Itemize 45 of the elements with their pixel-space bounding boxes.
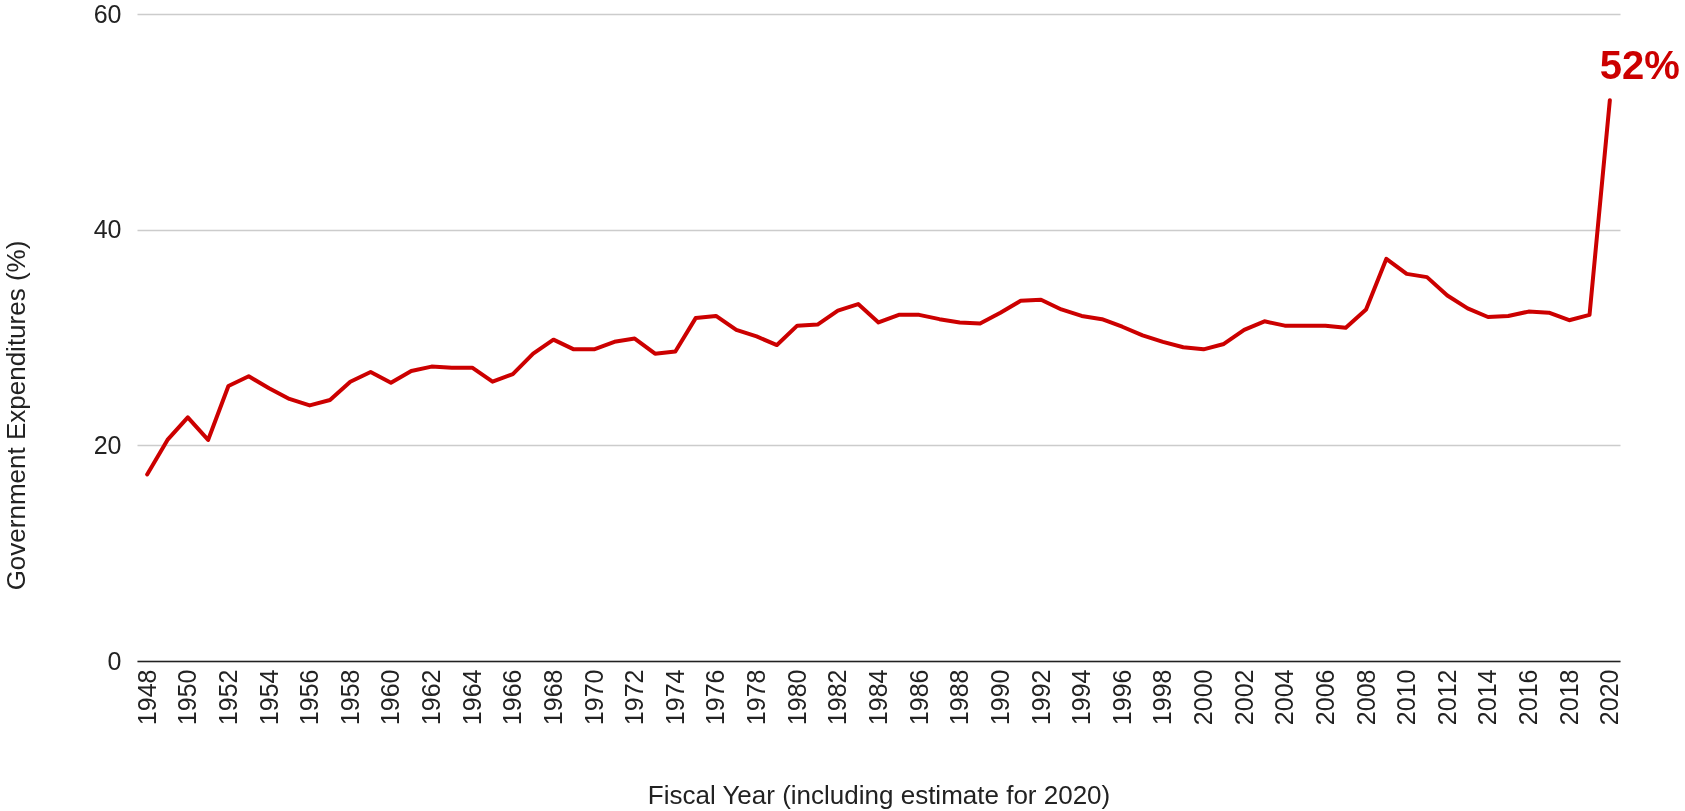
x-tick-label: 1982 (823, 669, 852, 726)
x-tick-label: 1992 (1026, 669, 1055, 726)
x-tick-label: 2012 (1432, 669, 1461, 726)
x-tick-label: 1990 (985, 669, 1014, 726)
x-tick-label: 1976 (701, 669, 730, 726)
x-tick-label: 2010 (1392, 669, 1421, 726)
x-tick-label: 2008 (1351, 669, 1380, 726)
x-tick-label: 1996 (1107, 669, 1136, 726)
x-tick-label: 1986 (904, 669, 933, 726)
x-tick-label: 1978 (742, 669, 771, 726)
x-tick-label: 1994 (1067, 669, 1096, 726)
x-tick-label: 2000 (1189, 669, 1218, 726)
x-tick-label: 2004 (1270, 669, 1299, 726)
x-tick-label: 1960 (376, 669, 405, 726)
x-tick-label: 1974 (660, 669, 689, 726)
x-tick-label: 1956 (295, 669, 324, 726)
x-tick-label: 2002 (1229, 669, 1258, 726)
data-label: 52% (1599, 43, 1680, 88)
x-tick-label: 1968 (538, 669, 567, 726)
y-tick-label: 60 (93, 0, 122, 28)
y-axis-title: Government Expenditures (%) (0, 240, 31, 591)
y-tick-label: 40 (93, 215, 122, 244)
x-tick-label: 1966 (498, 669, 527, 726)
x-tick-label: 1964 (457, 669, 486, 726)
x-tick-label: 1958 (335, 669, 364, 726)
x-tick-label: 1952 (213, 669, 242, 726)
x-tick-label: 1998 (1148, 669, 1177, 726)
x-tick-label: 1984 (864, 669, 892, 726)
x-tick-label: 1950 (173, 669, 202, 726)
x-tick-label: 1948 (132, 669, 161, 726)
y-tick-label: 0 (107, 646, 122, 675)
line-series (145, 98, 1612, 477)
x-tick-label: 2006 (1310, 669, 1339, 726)
x-tick-label: 1970 (579, 669, 608, 726)
x-axis-title: Fiscal Year (including estimate for 2020) (647, 779, 1111, 810)
x-tick-label: 1988 (945, 669, 974, 726)
x-tick-label: 2014 (1473, 669, 1502, 726)
x-tick-label: 1980 (782, 669, 811, 726)
x-tick-label: 2016 (1514, 669, 1543, 726)
x-tick-label: 1972 (620, 669, 649, 726)
x-tick-label: 2018 (1554, 669, 1583, 726)
x-tick-label: 2020 (1595, 669, 1624, 726)
y-tick-label: 20 (93, 430, 122, 459)
x-tick-label: 1962 (417, 669, 446, 726)
x-tick-label: 1954 (254, 669, 283, 726)
